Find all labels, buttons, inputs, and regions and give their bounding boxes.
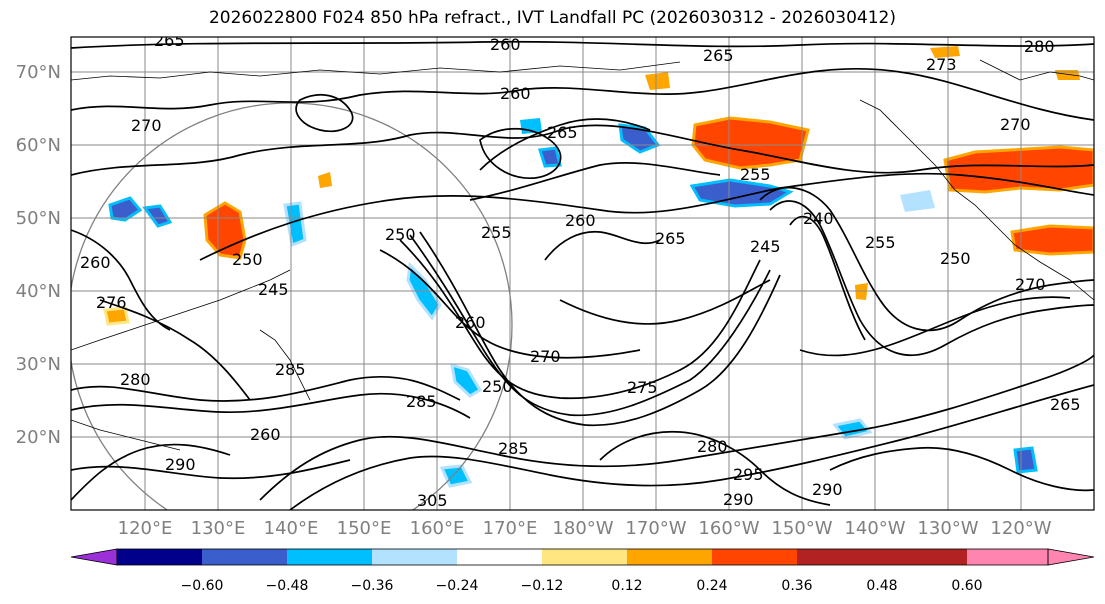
lat-label-60n: 60°N [16, 135, 61, 156]
lon-label: 120°W [990, 518, 1051, 539]
lon-label: 160°W [698, 518, 759, 539]
contour-label: 260 [565, 211, 596, 230]
contour-label: 245 [750, 237, 781, 256]
lon-label: 170°E [483, 518, 538, 539]
contour-label: 250 [482, 377, 513, 396]
colorbar-tick-label: 0.60 [951, 578, 982, 594]
contour-label: 285 [275, 360, 306, 379]
lon-label: 150°W [771, 518, 832, 539]
colorbar-segment [627, 549, 712, 565]
latitude-labels: 70°N 60°N 50°N 40°N 30°N 20°N [16, 62, 61, 448]
map-panel: 265 260 265 273 280 260 270 265 270 255 … [70, 31, 1095, 511]
colorbar-segment [457, 549, 542, 565]
lon-label: 180°W [552, 518, 613, 539]
colorbar-tick-label: 0.48 [866, 578, 897, 594]
contour-label: 290 [165, 455, 196, 474]
colorbar-segment [797, 549, 882, 565]
colorbar-tick-label: 0.24 [696, 578, 727, 594]
contour-label: 270 [530, 347, 561, 366]
contour-label: 250 [940, 249, 971, 268]
lon-label: 130°W [917, 518, 978, 539]
colorbar-tick-label: −0.60 [181, 578, 224, 594]
contour-label: 260 [455, 313, 486, 332]
longitude-labels: 120°E 130°E 140°E 150°E 160°E 170°E 180°… [118, 518, 1052, 539]
contour-label: 260 [500, 84, 531, 103]
colorbar-segment [202, 549, 287, 565]
lat-label-30n: 30°N [16, 354, 61, 375]
lon-label: 130°E [191, 518, 246, 539]
contour-label: 265 [547, 123, 578, 142]
colorbar-tick-label: −0.36 [351, 578, 394, 594]
contour-label: 280 [697, 437, 728, 456]
colorbar-tick-label: −0.12 [521, 578, 564, 594]
contour-label: 265 [154, 31, 185, 50]
contour-label: 250 [385, 225, 416, 244]
colorbar-tick-label: −0.48 [266, 578, 309, 594]
contour-label: 270 [1015, 275, 1046, 294]
colorbar-segment [372, 549, 457, 565]
contour-label: 295 [733, 465, 764, 484]
contour-label: 280 [120, 370, 151, 389]
colorbar-left-extend [70, 548, 118, 566]
colorbar-segment [117, 549, 202, 565]
colorbar-segment [542, 549, 627, 565]
contour-label: 255 [481, 223, 512, 242]
contour-label: 280 [1024, 37, 1055, 56]
colorbar-segment [712, 549, 797, 565]
lat-label-40n: 40°N [16, 281, 61, 302]
map-title: 2026022800 F024 850 hPa refract., IVT La… [208, 8, 896, 28]
colorbar: −0.60 −0.48 −0.36 −0.24 −0.12 0.12 0.24 … [70, 548, 1095, 594]
contour-label: 255 [865, 233, 896, 252]
colorbar-tick-label: −0.24 [436, 578, 479, 594]
lon-label: 160°E [410, 518, 465, 539]
lat-label-50n: 50°N [16, 208, 61, 229]
contour-label: 290 [723, 490, 754, 509]
lat-label-20n: 20°N [16, 427, 61, 448]
contour-label: 240 [803, 209, 834, 228]
colorbar-segment [287, 549, 372, 565]
contour-label: 265 [655, 229, 686, 248]
lon-label: 170°W [625, 518, 686, 539]
contour-labels: 265 260 265 273 280 260 270 265 270 255 … [80, 31, 1081, 510]
lat-label-70n: 70°N [16, 62, 61, 83]
contour-label: 276 [96, 293, 127, 312]
contour-label: 260 [80, 253, 111, 272]
contour-label: 265 [1050, 395, 1081, 414]
colorbar-tick-label: 0.12 [611, 578, 642, 594]
contour-label: 285 [406, 392, 437, 411]
contour-label: 270 [1000, 115, 1031, 134]
contour-label: 273 [926, 55, 957, 74]
contour-label: 305 [417, 491, 448, 510]
contour-label: 270 [131, 116, 162, 135]
lon-label: 140°E [264, 518, 319, 539]
colorbar-tick-label: 0.36 [781, 578, 812, 594]
contour-label: 255 [740, 165, 771, 184]
colorbar-segment [967, 549, 1048, 565]
graticule [71, 37, 1094, 510]
lon-label: 150°E [337, 518, 392, 539]
contour-label: 260 [250, 425, 281, 444]
contour-label: 290 [812, 480, 843, 499]
contour-label: 285 [498, 439, 529, 458]
contour-label: 260 [490, 35, 521, 54]
colorbar-right-extend [1047, 548, 1095, 566]
colorbar-segment [882, 549, 967, 565]
contour-label: 245 [258, 280, 289, 299]
lon-label: 140°W [844, 518, 905, 539]
refractivity-contours [71, 40, 1094, 510]
contour-label: 250 [232, 250, 263, 269]
contour-label: 275 [627, 378, 658, 397]
landfall-circle [71, 102, 513, 510]
lon-label: 120°E [118, 518, 173, 539]
contour-label: 265 [703, 46, 734, 65]
coastlines [71, 59, 1094, 451]
